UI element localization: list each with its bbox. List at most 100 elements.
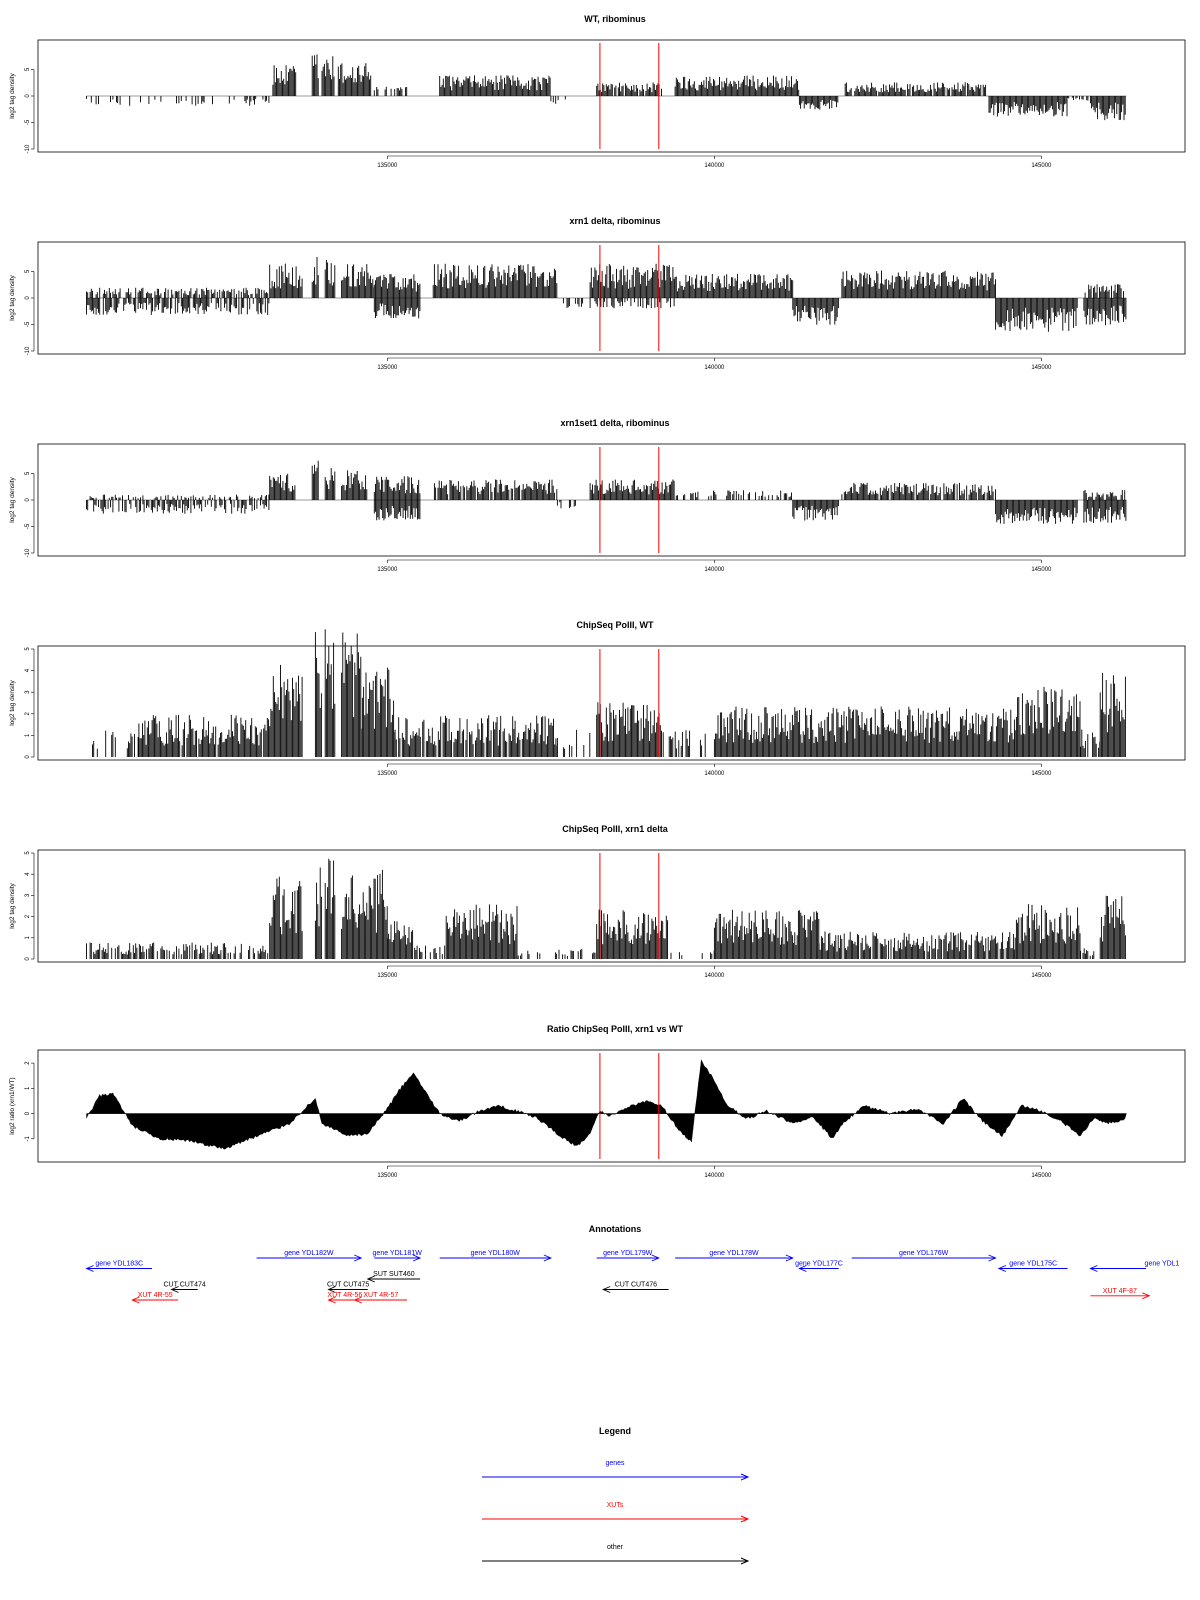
bar-segment xyxy=(433,479,558,500)
density-bars xyxy=(311,460,319,500)
density-bars xyxy=(324,629,336,757)
annotation-label: XUT 4R-55 xyxy=(138,1292,173,1299)
density-bars xyxy=(272,65,297,96)
bar-segment xyxy=(272,65,297,96)
bar-segment xyxy=(670,950,715,959)
density-bars xyxy=(1080,948,1095,959)
y-axis-label: log2 tag density xyxy=(9,476,16,522)
annotation-label: CUT CUT475 xyxy=(327,1282,369,1289)
density-bars xyxy=(1084,284,1124,298)
legend-arrow-head xyxy=(740,1515,750,1523)
annotation-item: gene YDL176W xyxy=(851,1250,997,1262)
annotation-arrow-head xyxy=(785,1254,794,1262)
density-bars xyxy=(1099,672,1126,757)
density-bars xyxy=(89,494,270,500)
annotation-label: gene YDL176W xyxy=(899,1250,949,1257)
annotation-item: gene YDL182W xyxy=(256,1250,363,1262)
annotation-item: gene YDL179W xyxy=(596,1250,660,1262)
annotation-label: CUT CUT474 xyxy=(163,1282,205,1289)
annotation-label: gene YDL182W xyxy=(284,1250,334,1257)
annotation-item: gene YDL180W xyxy=(439,1250,553,1262)
annotation-item: gene YDL177C xyxy=(795,1261,843,1272)
density-bars xyxy=(314,867,322,959)
bar-segment xyxy=(314,867,322,959)
density-bars xyxy=(324,858,336,959)
annotations-title: Annotations xyxy=(589,1224,642,1234)
x-tick-label: 145000 xyxy=(1031,567,1052,573)
y-axis-label: log2 ratio (xrn1/WT) xyxy=(9,1077,16,1134)
bar-segment xyxy=(596,909,668,959)
annotation-label: gene YDL180W xyxy=(471,1250,521,1257)
annotation-item: gene YDL183C xyxy=(85,1261,152,1272)
annotation-item: CUT CUT474 xyxy=(163,1282,206,1293)
annotation-arrow-head xyxy=(354,1254,363,1262)
x-tick-label: 145000 xyxy=(1031,365,1052,371)
density-bars xyxy=(269,473,296,500)
density-bars xyxy=(86,96,270,106)
y-axis-label: log2 tag density xyxy=(9,274,16,320)
legend-label: other xyxy=(607,1544,624,1551)
density-bars xyxy=(1083,489,1126,500)
density-bars xyxy=(596,82,662,96)
annotation-label: XUT 4F-87 xyxy=(1103,1288,1137,1295)
density-bars xyxy=(373,476,421,500)
annotation-arrow-head xyxy=(353,1296,362,1304)
bar-segment xyxy=(373,476,421,500)
y-tick-label: -1 xyxy=(25,1135,31,1141)
density-bars xyxy=(86,287,269,298)
annotation-arrow-head xyxy=(651,1254,660,1262)
bar-segment xyxy=(445,904,518,959)
bar-segment xyxy=(86,298,270,315)
y-tick-label: -10 xyxy=(25,548,31,557)
density-bars xyxy=(439,75,551,96)
density-bars xyxy=(324,260,336,298)
bar-segment xyxy=(373,500,421,521)
density-bars xyxy=(373,500,421,521)
x-tick-label: 135000 xyxy=(377,1173,398,1179)
density-bars xyxy=(373,86,408,96)
bar-series xyxy=(92,629,1126,757)
density-bars xyxy=(841,482,996,500)
y-axis-label: log2 tag density xyxy=(9,72,16,118)
bar-segment xyxy=(995,500,1078,524)
x-tick-label: 145000 xyxy=(1031,1173,1052,1179)
bar-segment xyxy=(596,702,662,757)
density-bars xyxy=(1083,298,1127,326)
annotations-track: Annotations gene YDL183C gene YDL182W gene … xyxy=(85,1224,1180,1304)
density-bars xyxy=(596,909,668,959)
annotation-item: XUT 4F-87 xyxy=(1090,1288,1151,1300)
density-bars xyxy=(995,298,1078,332)
annotation-label: SUT SUT460 xyxy=(373,1271,415,1278)
bar-segment xyxy=(1083,298,1127,326)
bar-segment xyxy=(1099,672,1126,757)
annotation-label: gene YDL1 xyxy=(1145,1261,1180,1268)
y-axis-label: log2 tag density xyxy=(9,882,16,928)
density-bars xyxy=(792,500,839,521)
bar-segment xyxy=(360,667,395,757)
annotation-item: gene YDL181W xyxy=(373,1250,423,1262)
density-bars xyxy=(341,264,375,298)
x-tick-label: 135000 xyxy=(377,163,398,169)
y-tick-label: 0 xyxy=(25,498,31,502)
bar-segment xyxy=(269,263,303,298)
bar-segment xyxy=(324,858,336,959)
bar-segment xyxy=(321,56,335,96)
bar-segment xyxy=(269,664,303,757)
y-tick-label: 0 xyxy=(25,957,31,961)
density-bars xyxy=(550,96,566,104)
density-bars xyxy=(713,909,820,959)
annotation-arrow-head xyxy=(988,1254,997,1262)
density-bars xyxy=(844,82,987,96)
density-bars xyxy=(269,664,303,757)
annotation-label: XUT 4R-57 xyxy=(363,1292,398,1299)
y-tick-label: -10 xyxy=(25,144,31,153)
density-bars xyxy=(311,257,319,298)
x-tick-label: 140000 xyxy=(704,567,725,573)
density-bars xyxy=(562,298,584,308)
y-tick-label: 0 xyxy=(25,755,31,759)
annotation-arrow-head xyxy=(997,1265,1007,1272)
y-tick-label: 0 xyxy=(25,296,31,300)
x-tick-label: 135000 xyxy=(377,771,398,777)
annotation-label: gene YDL181W xyxy=(373,1250,423,1257)
